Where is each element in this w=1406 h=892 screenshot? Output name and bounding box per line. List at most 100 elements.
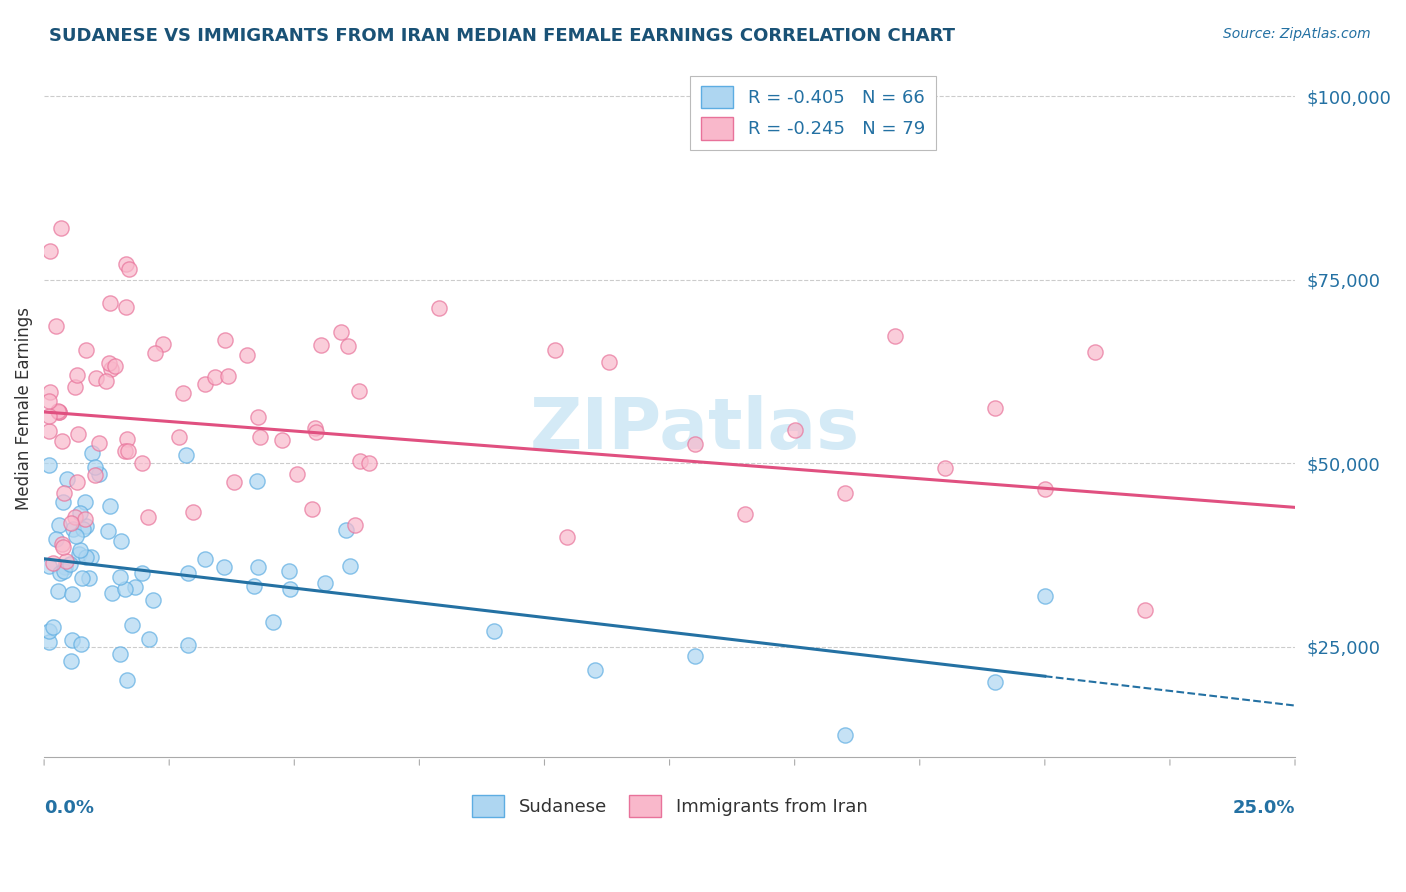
Point <box>100 500 122 514</box>
Point <box>883 328 905 343</box>
Point <box>349 454 371 468</box>
Point <box>339 559 361 574</box>
Point <box>329 326 352 340</box>
Point <box>94 374 117 388</box>
Point <box>65 529 87 543</box>
Point <box>51 536 73 550</box>
Point <box>204 370 226 384</box>
Point <box>304 421 326 435</box>
Point <box>53 486 76 500</box>
Point <box>48 405 70 419</box>
Point <box>484 624 506 638</box>
Point <box>49 221 72 235</box>
Point <box>38 635 60 649</box>
Point <box>222 475 245 489</box>
Point <box>114 443 136 458</box>
Point <box>124 580 146 594</box>
Point <box>194 376 217 391</box>
Point <box>1133 603 1156 617</box>
Point <box>167 430 190 444</box>
Point <box>143 345 166 359</box>
Point <box>177 566 200 580</box>
Point <box>75 512 97 526</box>
Point <box>97 524 120 538</box>
Point <box>60 632 83 647</box>
Legend: Sudanese, Immigrants from Iran: Sudanese, Immigrants from Iran <box>464 789 875 824</box>
Point <box>48 405 70 419</box>
Point <box>246 560 269 574</box>
Point <box>246 409 269 424</box>
Point <box>984 401 1007 416</box>
Point <box>301 501 323 516</box>
Point <box>583 663 606 677</box>
Point <box>194 551 217 566</box>
Point <box>89 467 111 481</box>
Point <box>69 506 91 520</box>
Point <box>38 558 60 573</box>
Point <box>66 475 89 490</box>
Point <box>131 566 153 581</box>
Point <box>557 530 579 544</box>
Point <box>52 564 75 578</box>
Point <box>138 632 160 646</box>
Point <box>51 434 73 449</box>
Point <box>136 509 159 524</box>
Point <box>70 571 93 585</box>
Point <box>152 337 174 351</box>
Point <box>177 638 200 652</box>
Point <box>70 637 93 651</box>
Point <box>49 566 72 581</box>
Point <box>45 318 67 333</box>
Text: Source: ZipAtlas.com: Source: ZipAtlas.com <box>1223 27 1371 41</box>
Point <box>984 675 1007 690</box>
Point <box>121 618 143 632</box>
Point <box>108 570 131 584</box>
Text: SUDANESE VS IMMIGRANTS FROM IRAN MEDIAN FEMALE EARNINGS CORRELATION CHART: SUDANESE VS IMMIGRANTS FROM IRAN MEDIAN … <box>49 27 955 45</box>
Point <box>110 647 132 661</box>
Point <box>59 557 82 571</box>
Point <box>62 522 84 536</box>
Point <box>278 564 301 578</box>
Point <box>214 333 236 347</box>
Point <box>66 368 89 382</box>
Point <box>72 522 94 536</box>
Point <box>115 432 138 446</box>
Point <box>212 560 235 574</box>
Point <box>336 339 359 353</box>
Point <box>734 507 756 521</box>
Point <box>117 444 139 458</box>
Point <box>100 361 122 376</box>
Point <box>271 433 294 447</box>
Point <box>98 356 121 370</box>
Point <box>115 257 138 271</box>
Point <box>98 296 121 310</box>
Point <box>104 359 127 374</box>
Point <box>75 343 97 358</box>
Point <box>38 409 60 423</box>
Point <box>683 437 706 451</box>
Point <box>80 446 103 460</box>
Point <box>38 244 60 259</box>
Point <box>46 584 69 599</box>
Point <box>66 426 89 441</box>
Point <box>38 424 60 438</box>
Point <box>343 517 366 532</box>
Point <box>38 624 60 638</box>
Point <box>176 448 198 462</box>
Point <box>1033 589 1056 603</box>
Y-axis label: Median Female Earnings: Median Female Earnings <box>15 307 32 509</box>
Point <box>69 542 91 557</box>
Point <box>142 592 165 607</box>
Point <box>249 430 271 444</box>
Point <box>181 505 204 519</box>
Point <box>335 523 357 537</box>
Point <box>114 582 136 596</box>
Point <box>1084 345 1107 359</box>
Point <box>77 571 100 585</box>
Point <box>73 494 96 508</box>
Point <box>683 649 706 664</box>
Point <box>305 425 328 440</box>
Point <box>60 587 83 601</box>
Text: 0.0%: 0.0% <box>44 799 94 817</box>
Text: ZIPatlas: ZIPatlas <box>530 394 859 464</box>
